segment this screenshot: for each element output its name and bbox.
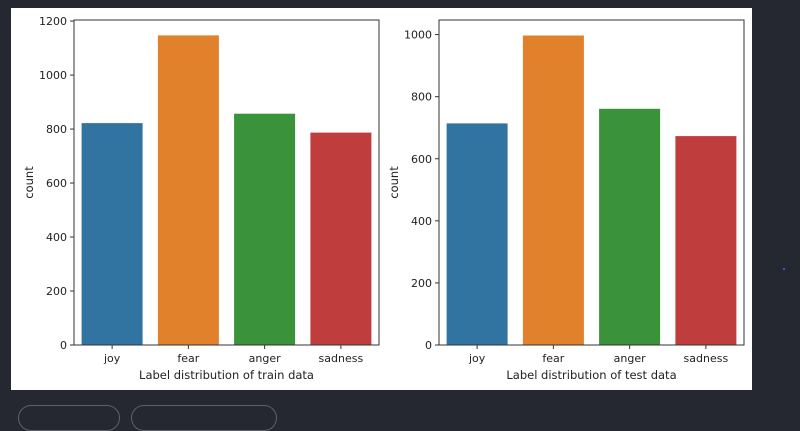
y-tick-label: 1000 [39,69,67,82]
x-tick-label: joy [468,352,486,365]
x-tick-label: anger [614,352,646,365]
bar-joy [81,123,143,345]
y-tick-label: 0 [425,339,432,352]
y-tick-label: 0 [60,339,67,352]
bar-fear [522,35,584,345]
y-tick-label: 400 [46,231,67,244]
bar-sadness [675,136,737,345]
output-action-button[interactable] [131,405,277,431]
plot-frame [438,19,745,346]
x-tick-label: fear [177,352,199,365]
y-tick-label: 600 [411,153,432,166]
scroll-marker [783,268,785,270]
bar-anger [599,108,661,345]
bar-anger [234,113,296,345]
plot-frame [73,19,380,346]
y-tick-label: 800 [411,91,432,104]
x-axis-title: Label distribution of test data [506,368,676,382]
chart-svg: 0 200 400 600 800 1000 1200 joy fear anger sadness… [22,15,745,382]
bar-sadness [310,132,372,345]
x-tick-label: sadness [319,352,364,365]
bar-joy [446,123,508,346]
y-tick-label: 400 [411,215,432,228]
x-tick-label: sadness [684,352,729,365]
y-axis-title: count [22,166,36,199]
y-tick-label: 1000 [404,29,432,42]
y-axis-title: count [387,166,401,199]
y-tick-label: 200 [46,285,67,298]
y-tick-label: 1200 [39,15,67,28]
bar-fear [157,35,219,346]
chart-figure: 0 200 400 600 800 1000 1200 joy fear anger sadness… [11,8,752,390]
x-axis-title: Label distribution of train data [139,368,314,382]
y-tick-label: 200 [411,277,432,290]
y-tick-label: 600 [46,177,67,190]
y-tick-label: 800 [46,123,67,136]
x-tick-label: anger [249,352,281,365]
output-toggle-button[interactable] [18,405,120,431]
x-tick-label: joy [103,352,121,365]
x-tick-label: fear [542,352,564,365]
